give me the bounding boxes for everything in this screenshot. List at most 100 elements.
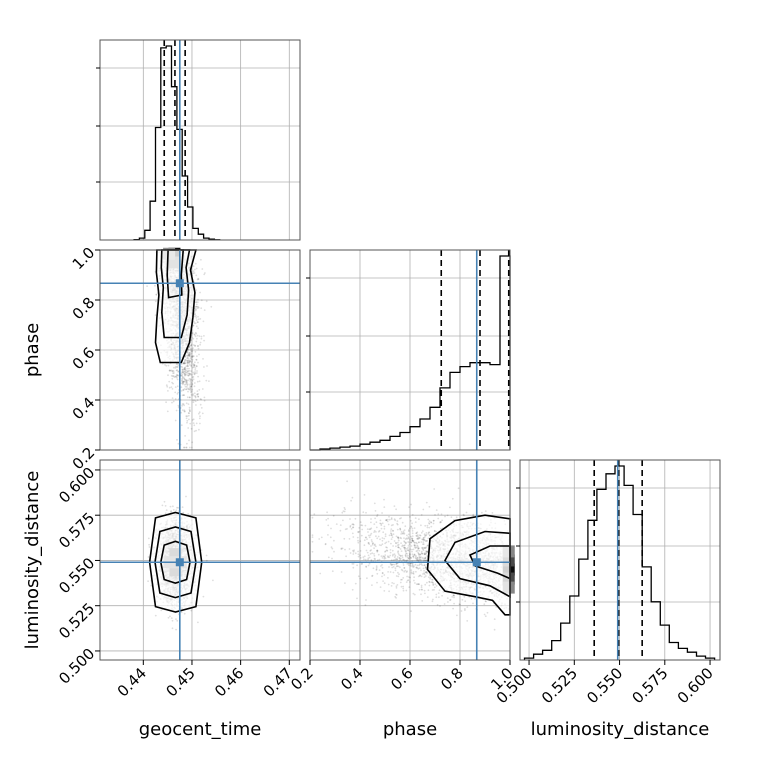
scatter-point <box>176 385 179 388</box>
scatter-point <box>192 399 195 402</box>
scatter-point <box>185 379 188 382</box>
scatter-point <box>184 385 187 388</box>
scatter-point <box>191 360 194 363</box>
scatter-point <box>148 546 151 548</box>
scatter-point <box>172 382 175 385</box>
scatter-point <box>200 398 203 401</box>
scatter-point <box>180 424 183 427</box>
scatter-point <box>189 410 191 413</box>
scatter-point <box>202 595 205 598</box>
scatter-point <box>191 441 194 444</box>
scatter-point <box>198 428 200 431</box>
scatter-point <box>188 367 190 370</box>
scatter-point <box>181 366 184 368</box>
scatter-point <box>177 374 180 377</box>
scatter-point <box>175 409 178 412</box>
scatter-point <box>183 366 186 369</box>
scatter-point <box>168 369 171 372</box>
scatter-point <box>203 399 206 402</box>
scatter-point <box>193 312 196 314</box>
scatter-point <box>181 373 184 376</box>
scatter-point <box>196 334 199 337</box>
scatter-point <box>188 364 191 366</box>
scatter-point <box>147 556 150 558</box>
scatter-point <box>193 430 196 433</box>
scatter-point <box>181 379 184 381</box>
scatter-point <box>172 400 175 403</box>
scatter-point <box>155 293 158 296</box>
scatter-point <box>200 307 203 310</box>
scatter-point <box>197 298 199 301</box>
scatter-point <box>194 361 196 364</box>
scatter-point <box>195 332 198 335</box>
scatter-point <box>383 498 385 501</box>
scatter-point <box>184 378 187 381</box>
scatter-point <box>193 364 196 367</box>
scatter-point <box>180 386 183 389</box>
scatter-point <box>198 388 201 391</box>
scatter-point <box>190 390 193 393</box>
scatter-point <box>154 314 157 316</box>
scatter-point <box>191 380 194 382</box>
scatter-point <box>197 375 200 378</box>
scatter-point <box>205 559 208 562</box>
scatter-point <box>409 519 412 522</box>
scatter-point <box>196 399 199 402</box>
scatter-point <box>147 580 150 583</box>
scatter-point <box>181 404 184 407</box>
scatter-point <box>197 395 200 398</box>
scatter-point <box>185 381 187 383</box>
scatter-point <box>449 506 451 509</box>
scatter-point <box>175 375 177 378</box>
scatter-point <box>182 380 185 383</box>
scatter-point <box>171 370 174 373</box>
scatter-point <box>168 386 171 389</box>
scatter-point <box>175 373 178 376</box>
scatter-point <box>185 388 188 390</box>
scatter-point <box>169 615 171 618</box>
scatter-point <box>167 374 169 377</box>
scatter-point <box>182 389 185 392</box>
scatter-point <box>189 348 192 351</box>
scatter-point <box>182 380 185 383</box>
scatter-point <box>204 272 206 274</box>
scatter-point <box>172 375 175 377</box>
scatter-point <box>193 424 196 427</box>
scatter-point <box>196 380 199 383</box>
scatter-point <box>197 306 200 309</box>
scatter-point <box>191 383 194 386</box>
scatter-point <box>195 422 198 425</box>
scatter-point <box>194 395 196 397</box>
scatter-point <box>381 575 383 578</box>
scatter-point <box>198 412 200 415</box>
scatter-point <box>183 446 185 449</box>
scatter-point <box>190 391 192 394</box>
scatter-point <box>199 403 202 406</box>
scatter-point <box>183 409 186 412</box>
scatter-point <box>191 333 194 335</box>
scatter-point <box>170 374 173 377</box>
scatter-point <box>174 398 177 400</box>
scatter-point <box>199 318 202 320</box>
scatter-point <box>187 403 190 405</box>
scatter-point <box>196 390 199 392</box>
scatter-point <box>193 385 196 388</box>
scatter-point <box>194 306 197 308</box>
scatter-point <box>191 358 194 361</box>
scatter-point <box>196 337 198 340</box>
scatter-point <box>194 369 197 371</box>
scatter-point <box>371 552 374 555</box>
scatter-point <box>185 371 188 374</box>
scatter-point <box>193 313 196 316</box>
scatter-point <box>182 383 184 386</box>
scatter-point <box>171 377 174 380</box>
scatter-point <box>189 357 192 360</box>
scatter-point <box>193 320 195 323</box>
scatter-point <box>185 383 188 385</box>
scatter-point <box>185 402 188 405</box>
scatter-point <box>170 386 173 388</box>
scatter-point <box>186 367 189 370</box>
scatter-point <box>171 388 174 390</box>
scatter-point <box>185 495 187 498</box>
